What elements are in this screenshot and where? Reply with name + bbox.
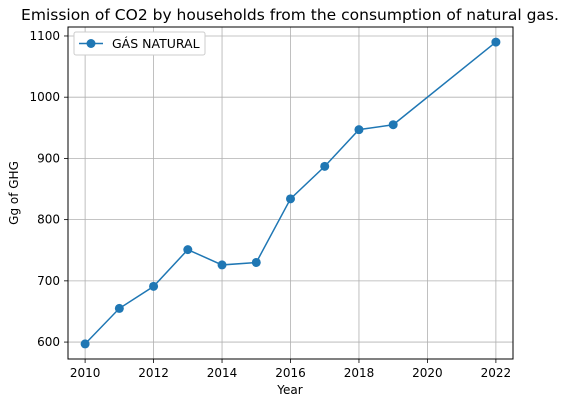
x-tick-label: 2010 <box>70 366 101 380</box>
x-tick-label: 2016 <box>275 366 306 380</box>
data-point <box>354 125 364 135</box>
x-tick-label: 2018 <box>344 366 375 380</box>
x-tick-label: 2012 <box>138 366 169 380</box>
legend-box <box>73 31 206 56</box>
x-tick-label: 2020 <box>412 366 443 380</box>
legend-label: GÁS NATURAL <box>112 36 200 51</box>
y-tick-label: 900 <box>37 151 60 165</box>
x-tick-label: 2014 <box>207 366 238 380</box>
data-point <box>149 281 159 291</box>
data-point <box>80 339 90 349</box>
chart-title: Emission of CO2 by households from the c… <box>21 6 559 24</box>
data-point <box>286 194 295 204</box>
y-tick-label: 1100 <box>29 29 60 43</box>
x-tick-label: 2022 <box>481 366 512 380</box>
y-tick-label: 600 <box>37 335 60 349</box>
y-axis-label: Gg of GHG <box>7 161 21 225</box>
x-axis-label: Year <box>276 383 302 397</box>
data-point <box>183 245 193 255</box>
data-point <box>491 37 501 47</box>
data-point <box>388 120 398 130</box>
y-tick-label: 1000 <box>29 90 60 104</box>
y-tick-label: 800 <box>37 213 60 227</box>
y-tick-label: 700 <box>37 274 60 288</box>
legend: GÁS NATURAL <box>73 31 206 56</box>
y-axis: 600 700 800 900 1000 1100 <box>29 29 68 349</box>
legend-marker <box>86 39 96 48</box>
x-axis: 2010 2012 2014 2016 2018 2020 2022 <box>70 359 511 380</box>
grid-lines <box>68 27 513 359</box>
data-point <box>217 260 227 270</box>
data-point <box>320 161 330 171</box>
data-point <box>251 257 261 267</box>
data-point <box>114 303 124 313</box>
series-layer <box>80 37 501 349</box>
